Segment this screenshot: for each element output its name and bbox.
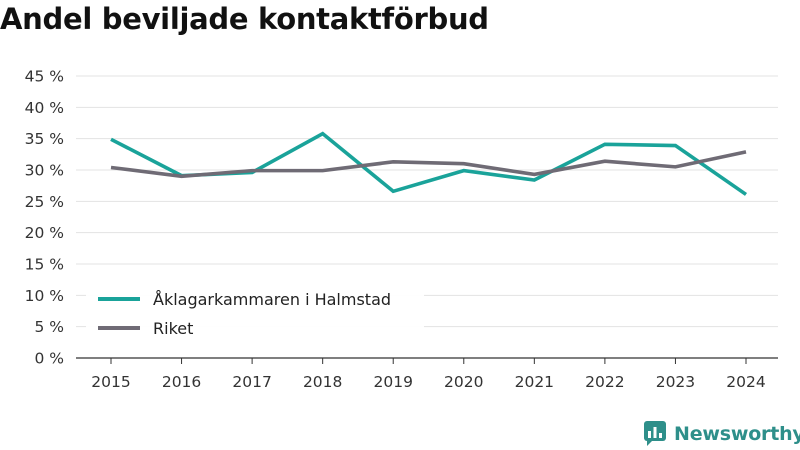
legend-label: Åklagarkammaren i Halmstad — [153, 290, 391, 309]
x-tick-label: 2022 — [585, 373, 624, 391]
y-tick-label: 40 % — [25, 99, 64, 117]
y-tick-label: 5 % — [34, 318, 64, 336]
x-tick-label: 2019 — [373, 373, 412, 391]
newsworthy-logo-icon — [644, 421, 666, 446]
x-tick-label: 2016 — [162, 373, 201, 391]
y-tick-label: 35 % — [25, 130, 64, 148]
brand-name: Newsworthy — [674, 423, 800, 445]
y-tick-label: 45 % — [25, 68, 64, 86]
legend-label: Riket — [153, 319, 193, 338]
y-tick-label: 25 % — [25, 193, 64, 211]
y-tick-label: 15 % — [25, 256, 64, 274]
series-line-1 — [110, 150, 747, 179]
x-tick-label: 2015 — [91, 373, 130, 391]
y-tick-label: 10 % — [25, 287, 64, 305]
chart-title: Andel beviljade kontaktförbud — [0, 2, 489, 36]
x-tick-label: 2024 — [726, 373, 765, 391]
x-tick-label: 2017 — [232, 373, 271, 391]
x-tick-label: 2023 — [656, 373, 695, 391]
y-tick-label: 20 % — [25, 224, 64, 242]
x-tick-label: 2020 — [444, 373, 483, 391]
y-axis: 0 % 5 % 10 % 15 % 20 % 25 % 30 % 35 % 40 % 45 % — [25, 68, 64, 368]
legend: Åklagarkammaren i Halmstad Riket — [86, 284, 424, 346]
series-lines — [110, 131, 748, 196]
legend-background — [86, 284, 424, 346]
y-tick-label: 30 % — [25, 162, 64, 180]
x-tick-label: 2018 — [303, 373, 342, 391]
x-tick-label: 2021 — [515, 373, 554, 391]
x-axis: 2015 2016 2017 2018 2019 2020 2021 2022 2023 2024 — [91, 358, 766, 391]
y-tick-label: 0 % — [34, 350, 64, 368]
brand-logo: Newsworthy — [644, 421, 800, 447]
